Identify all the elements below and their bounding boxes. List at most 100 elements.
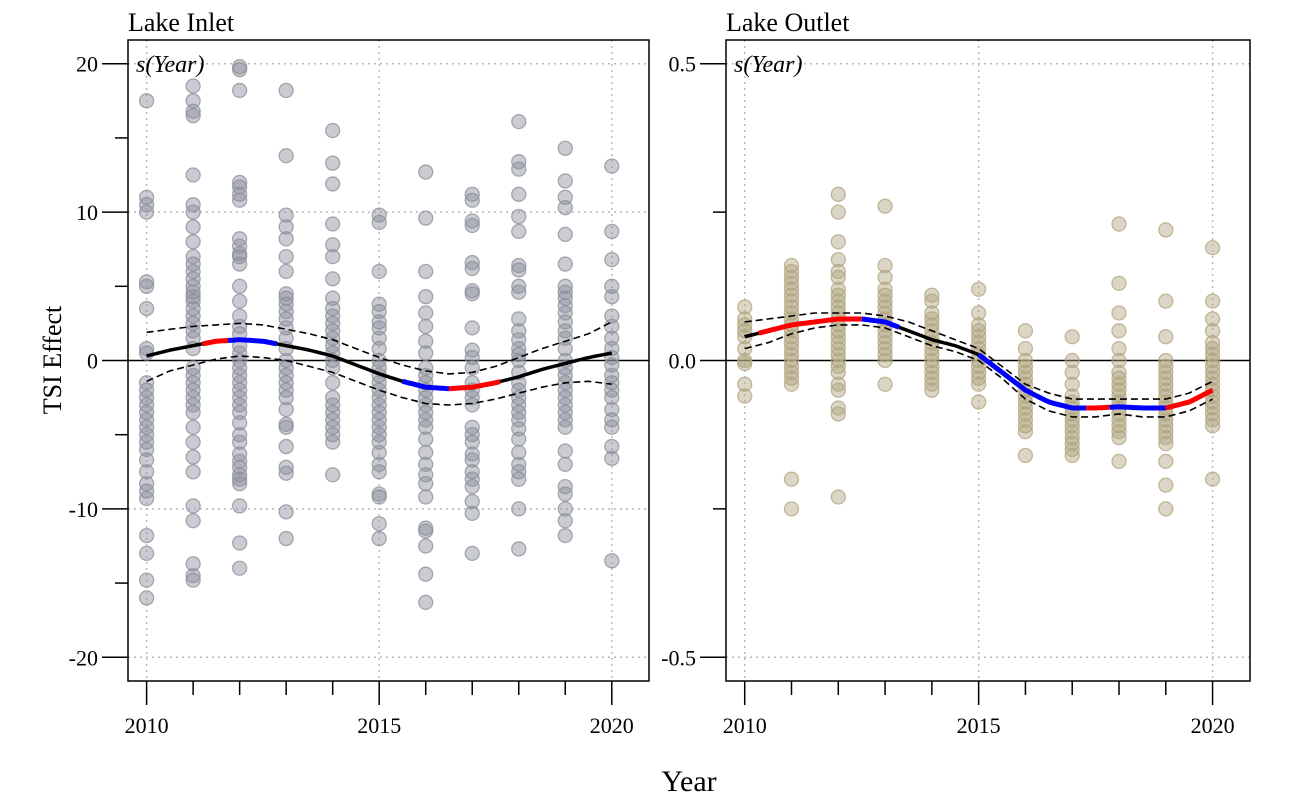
data-point [970, 376, 987, 392]
data-point [1158, 424, 1174, 440]
data-point [830, 406, 846, 422]
data-point [464, 286, 480, 302]
data-point [924, 305, 940, 321]
data-point [1064, 424, 1080, 440]
data-point [1204, 370, 1221, 386]
data-point [557, 140, 573, 156]
data-point [1017, 400, 1034, 416]
data-point [970, 323, 987, 339]
data-point [278, 465, 294, 481]
data-point [1158, 430, 1174, 446]
data-point [418, 419, 434, 435]
data-point [970, 317, 987, 333]
data-point [830, 382, 846, 398]
data-point [830, 299, 846, 315]
data-point [185, 93, 201, 109]
data-point [737, 355, 753, 372]
data-point [737, 388, 753, 404]
data-point [924, 352, 940, 369]
data-point [325, 155, 341, 171]
data-point [231, 293, 248, 309]
data-point [1064, 376, 1080, 392]
data-point [877, 340, 893, 357]
data-point [737, 376, 753, 392]
data-point [185, 204, 201, 220]
panel-2: -0.5 0.0 0.5 2010 2015 2020 Lake Outlet s(Year) [661, 8, 1251, 738]
data-point [231, 471, 248, 487]
data-point [924, 382, 940, 398]
data-point [830, 287, 846, 303]
data-point [1158, 418, 1174, 434]
data-point [924, 293, 940, 309]
data-point [464, 192, 480, 208]
data-point [511, 284, 527, 300]
data-point [1204, 240, 1221, 256]
data-point [511, 161, 527, 177]
data-point [371, 489, 387, 505]
data-point [1017, 447, 1034, 464]
lower-ci-line [146, 355, 612, 406]
data-point [1111, 323, 1127, 339]
data-point [1158, 501, 1174, 517]
data-point [1204, 400, 1221, 416]
data-point [231, 192, 248, 208]
data-point [783, 263, 800, 280]
data-point [231, 278, 248, 294]
data-point [231, 434, 248, 450]
data-point [924, 317, 940, 333]
smooth-fit-segment [861, 316, 901, 330]
data-point [1204, 323, 1221, 339]
data-point [278, 438, 294, 455]
data-point [278, 82, 294, 99]
data-point [418, 333, 434, 349]
data-point [138, 452, 155, 468]
data-point [970, 364, 987, 381]
data-point [511, 278, 527, 294]
data-point [1204, 412, 1221, 428]
data-point [924, 346, 940, 363]
data-point [231, 560, 248, 576]
data-point [278, 459, 294, 475]
data-point [924, 364, 940, 381]
data-point [924, 287, 940, 303]
data-point [185, 108, 201, 124]
data-point [464, 493, 480, 510]
data-point [278, 419, 294, 435]
y-tick-label: -20 [69, 645, 98, 670]
data-point [138, 490, 155, 507]
upper-ci-line [146, 321, 613, 375]
data-point [231, 256, 248, 272]
data-point [877, 257, 893, 274]
data-point [830, 204, 846, 220]
data-point [418, 345, 434, 361]
data-point [877, 269, 893, 286]
data-point [1158, 435, 1174, 452]
data-point [1158, 222, 1174, 238]
data-point [877, 376, 893, 392]
data-point [511, 311, 527, 327]
data-point [924, 358, 940, 375]
data-point [783, 305, 800, 321]
data-point [1158, 358, 1174, 375]
smooth-fit-segment [1165, 387, 1214, 411]
data-point [604, 419, 620, 435]
y-tick-label: 0.5 [669, 52, 697, 77]
data-point [830, 293, 846, 309]
data-point [604, 308, 620, 324]
data-point [371, 434, 387, 450]
data-point [783, 257, 800, 274]
data-point [418, 538, 434, 554]
data-point [877, 329, 893, 345]
data-point [970, 335, 987, 351]
data-point [371, 444, 387, 461]
lower-ci-line [744, 324, 1213, 418]
data-point [1017, 406, 1034, 422]
y-tick-label: -10 [69, 497, 98, 522]
data-point [783, 329, 800, 345]
x-tick-label: 2015 [957, 713, 1001, 738]
data-point [185, 568, 201, 584]
data-point [1204, 364, 1221, 381]
data-point [231, 174, 248, 191]
data-point [877, 352, 893, 369]
data-point [511, 541, 527, 557]
